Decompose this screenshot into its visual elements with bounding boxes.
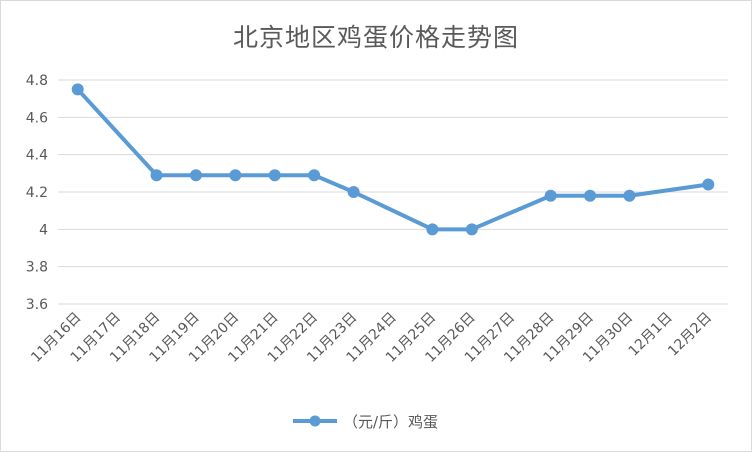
data-point [189,169,202,182]
series-line [75,87,711,232]
legend-marker [309,415,321,427]
data-point [584,189,597,202]
data-point [347,186,360,198]
data-point [268,169,281,182]
data-point [308,169,321,182]
y-axis-ticks: 3.6 3.8 4 4.2 4.4 4.6 4.8 [26,73,48,313]
gridlines [58,79,728,305]
x-axis-ticks: 11月16日11月17日11月18日11月19日11月20日11月21日11月2… [28,310,715,366]
y-tick-label: 4.8 [26,73,48,89]
x-tick-label: 12月2日 [665,310,715,360]
data-point [544,189,557,202]
y-tick-label: 4.6 [26,110,48,126]
y-tick-label: 4 [39,222,48,238]
y-tick-label: 4.2 [26,185,48,201]
data-point [229,169,242,182]
data-point [702,178,715,191]
data-point [71,83,84,96]
y-tick-label: 3.8 [26,260,48,276]
y-tick-label: 4.4 [26,148,48,164]
data-point [623,189,636,202]
data-point [426,223,439,236]
legend[interactable]: （元/斤）鸡蛋 [293,413,438,431]
y-tick-label: 3.6 [26,297,48,313]
legend-label: （元/斤）鸡蛋 [343,413,438,431]
chart-title: 北京地区鸡蛋价格走势图 [232,23,519,52]
data-point [150,169,163,182]
data-point [465,223,478,236]
series-layer [71,83,715,236]
